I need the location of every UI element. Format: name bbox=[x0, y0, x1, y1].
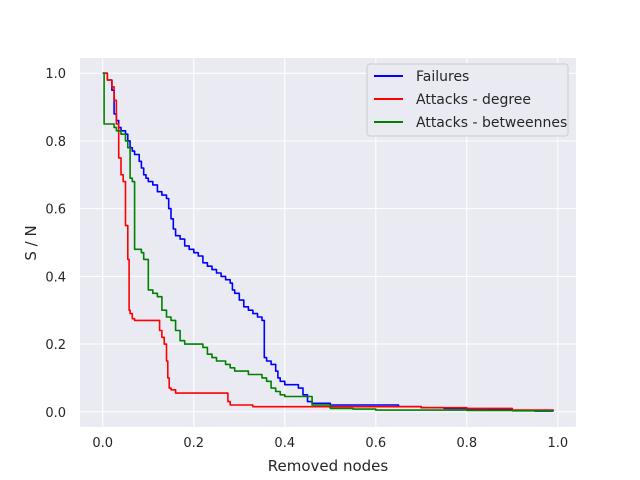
series-line-attacks-degree bbox=[102, 72, 554, 412]
x-tick-label: 0.8 bbox=[456, 436, 477, 451]
legend-label-failures: Failures bbox=[416, 69, 469, 85]
y-tick-label: 0.4 bbox=[45, 270, 66, 285]
legend-label-attacks-betweennes: Attacks - betweennes bbox=[416, 115, 567, 131]
x-tick-label: 1.0 bbox=[547, 436, 568, 451]
y-tick-label: 0.2 bbox=[45, 338, 66, 353]
x-tick-label: 0.2 bbox=[183, 436, 204, 451]
x-axis-label: Removed nodes bbox=[268, 457, 389, 475]
y-tick-label: 0.0 bbox=[45, 406, 66, 421]
y-axis-label: S / N bbox=[22, 225, 40, 260]
y-tick-labels: 0.0 0.2 0.4 0.6 0.8 1.0 bbox=[45, 67, 66, 421]
legend-label-attacks-degree: Attacks - degree bbox=[416, 92, 531, 108]
series-line-attacks-betweennes bbox=[102, 72, 554, 412]
x-tick-labels: 0.0 0.2 0.4 0.6 0.8 1.0 bbox=[92, 436, 568, 451]
x-tick-label: 0.4 bbox=[274, 436, 295, 451]
series-line-failures bbox=[102, 72, 554, 412]
y-tick-label: 1.0 bbox=[45, 67, 66, 82]
series-layer bbox=[102, 72, 554, 412]
x-tick-label: 0.0 bbox=[92, 436, 113, 451]
x-tick-label: 0.6 bbox=[365, 436, 386, 451]
y-tick-label: 0.8 bbox=[45, 135, 66, 150]
legend: Failures Attacks - degree Attacks - betw… bbox=[366, 63, 569, 137]
y-tick-label: 0.6 bbox=[45, 203, 66, 218]
legend-box bbox=[366, 63, 569, 137]
